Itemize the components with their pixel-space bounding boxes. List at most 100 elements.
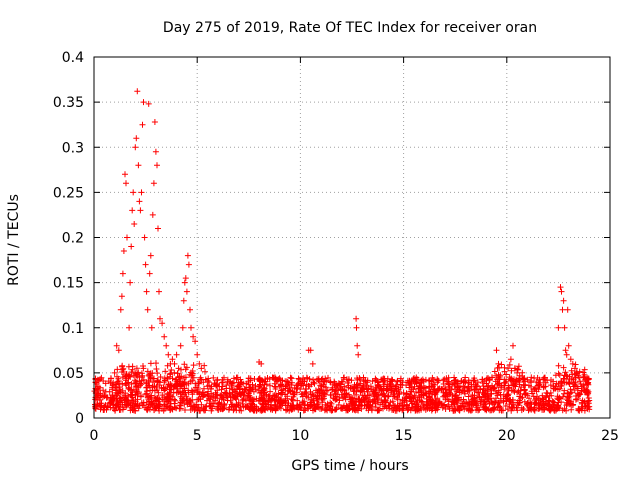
data-point	[577, 378, 583, 385]
data-point	[486, 400, 493, 407]
data-point	[457, 402, 464, 409]
data-point	[351, 401, 357, 407]
data-point	[218, 379, 225, 386]
data-point	[355, 398, 362, 405]
data-point	[342, 390, 348, 397]
data-point	[236, 407, 243, 414]
data-point	[195, 388, 201, 395]
data-point	[506, 396, 513, 403]
data-point	[173, 351, 180, 358]
data-point	[572, 361, 579, 368]
data-point	[179, 324, 186, 331]
y-tick-label: 0.1	[62, 321, 84, 337]
data-point	[121, 404, 127, 411]
data-point	[97, 390, 104, 397]
data-point	[192, 338, 199, 345]
data-point	[359, 392, 366, 399]
data-point	[400, 389, 407, 396]
y-tick-label: 0.35	[53, 95, 84, 111]
data-point	[187, 306, 193, 313]
data-point	[501, 382, 508, 389]
data-point	[502, 403, 509, 409]
data-point	[556, 395, 563, 402]
y-tick-label: 0.15	[53, 276, 84, 292]
data-point	[271, 383, 278, 390]
data-point	[411, 401, 418, 408]
data-point	[311, 380, 318, 387]
data-point	[113, 342, 120, 349]
data-point	[195, 380, 202, 386]
data-point	[439, 404, 446, 411]
data-point	[308, 396, 315, 403]
data-point	[240, 396, 247, 403]
data-point	[149, 379, 156, 386]
data-point	[123, 180, 129, 187]
data-point	[338, 405, 345, 412]
data-point	[144, 405, 151, 412]
data-point	[541, 383, 548, 390]
data-point	[143, 399, 150, 406]
data-point	[424, 404, 431, 411]
data-point	[525, 407, 532, 414]
data-point	[507, 356, 514, 363]
data-point	[202, 376, 209, 383]
data-point	[165, 398, 172, 405]
data-point	[102, 380, 109, 387]
data-point	[185, 261, 192, 268]
data-point	[566, 380, 573, 387]
data-point	[354, 384, 361, 391]
data-point	[171, 400, 178, 407]
data-point	[372, 404, 379, 411]
data-point	[464, 406, 470, 412]
data-point	[143, 384, 150, 391]
data-point	[117, 306, 124, 313]
data-point	[568, 367, 575, 374]
data-point	[146, 372, 153, 379]
data-point	[194, 396, 201, 403]
data-point	[242, 386, 249, 393]
data-point	[465, 393, 472, 400]
data-point	[194, 389, 201, 396]
data-point	[219, 383, 226, 390]
data-point	[341, 374, 348, 381]
data-point	[296, 376, 303, 383]
data-point	[422, 385, 429, 392]
data-point	[524, 402, 531, 409]
data-point	[335, 387, 342, 394]
data-point	[376, 383, 383, 390]
data-point	[388, 386, 395, 393]
data-point	[190, 333, 197, 340]
data-point	[564, 306, 571, 313]
data-point	[545, 398, 552, 405]
data-point	[380, 387, 387, 394]
data-point	[345, 405, 352, 412]
data-point	[357, 403, 363, 410]
data-point	[161, 333, 168, 340]
chart-title: Day 275 of 2019, Rate Of TEC Index for r…	[163, 20, 537, 36]
data-point	[130, 189, 137, 196]
y-tick-label: 0.05	[53, 366, 84, 382]
data-point	[93, 380, 100, 387]
data-point	[132, 383, 139, 390]
data-point	[197, 395, 203, 402]
data-point	[381, 379, 388, 385]
data-point	[521, 381, 528, 388]
data-point	[137, 207, 144, 214]
data-point	[205, 379, 212, 386]
data-point	[570, 383, 577, 390]
data-point	[372, 396, 378, 403]
data-point	[403, 391, 410, 397]
data-point	[210, 374, 217, 381]
data-point	[157, 401, 164, 408]
data-point	[169, 356, 176, 363]
data-point	[348, 395, 355, 402]
data-point	[172, 397, 179, 404]
data-point	[516, 372, 523, 379]
data-point	[221, 403, 227, 409]
data-point	[324, 407, 331, 414]
data-point	[129, 207, 136, 214]
data-point	[98, 400, 105, 407]
data-point	[531, 407, 538, 414]
data-point	[163, 342, 170, 349]
data-point	[476, 394, 483, 401]
